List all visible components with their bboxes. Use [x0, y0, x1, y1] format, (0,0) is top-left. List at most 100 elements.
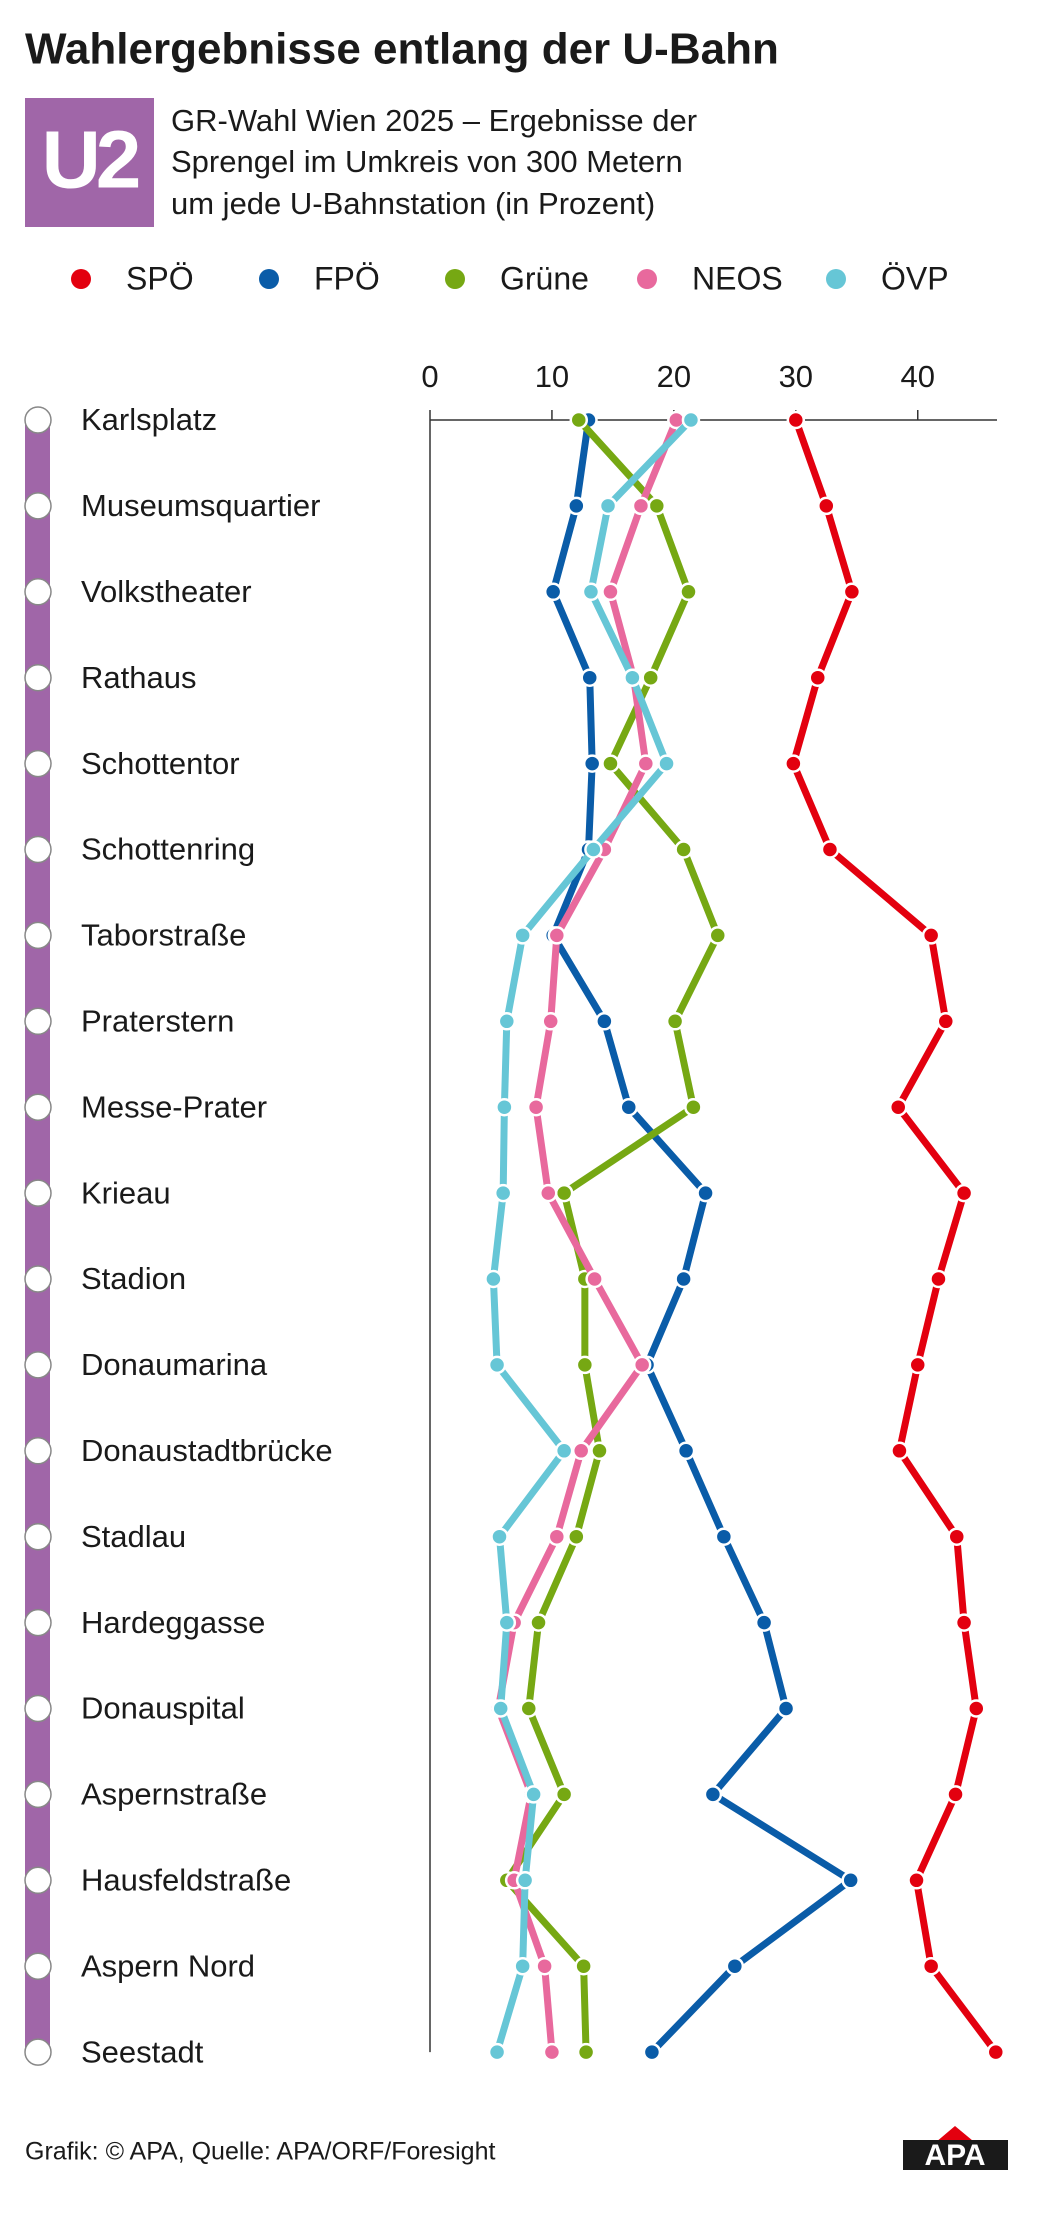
data-point	[495, 1097, 514, 1117]
data-point	[714, 1527, 734, 1546]
data-point	[590, 1441, 609, 1461]
station	[24, 1694, 52, 1723]
data-point	[632, 1355, 652, 1375]
station	[24, 578, 52, 606]
station-label: Rathaus	[81, 660, 196, 695]
data-point	[524, 1785, 543, 1804]
data-point	[947, 1527, 967, 1546]
data-point	[636, 754, 656, 773]
data-point	[674, 1269, 693, 1289]
data-point	[817, 496, 836, 516]
data-point	[541, 1012, 560, 1031]
data-point	[513, 926, 532, 945]
data-point	[786, 410, 806, 430]
data-point	[515, 1871, 535, 1890]
series-line	[549, 419, 855, 2055]
data-point	[679, 582, 698, 602]
legend-label: ÖVP	[881, 260, 949, 296]
station-label: Donaustadtbrücke	[81, 1433, 333, 1468]
series-line	[789, 418, 999, 2055]
legend-marker	[637, 269, 657, 289]
data-point	[581, 582, 601, 602]
station-label: Museumsquartier	[81, 488, 320, 523]
station	[24, 1608, 52, 1637]
data-point	[535, 1956, 554, 1976]
data-point	[921, 1956, 941, 1976]
brand-box	[903, 2140, 1008, 2170]
data-point	[554, 1183, 574, 1203]
data-point	[582, 754, 602, 773]
data-point	[725, 1956, 745, 1976]
data-point	[580, 668, 599, 687]
data-point	[487, 1355, 507, 1375]
data-point	[595, 1012, 614, 1031]
chart-title: Wahlergebnisse entlang der U-Bahn	[25, 25, 779, 74]
station-label: Stadion	[81, 1261, 186, 1296]
data-point	[493, 1183, 513, 1203]
subtitle: Sprengel im Umkreis von 300 Metern	[171, 144, 683, 179]
source: Grafik: © APA, Quelle: APA/ORF/Foresight	[25, 2138, 495, 2166]
data-point	[696, 1183, 715, 1203]
x-tick-label: 0	[421, 359, 438, 394]
data-point	[497, 1613, 517, 1632]
station	[24, 1265, 52, 1293]
data-point	[954, 1613, 974, 1632]
line-bar	[25, 420, 50, 2053]
data-point	[567, 1527, 586, 1546]
data-point	[529, 1613, 548, 1632]
station-label: Schottentor	[81, 746, 240, 781]
brand: APA	[924, 2139, 985, 2172]
station-label: Karlsplatz	[81, 402, 217, 437]
data-point	[908, 1355, 927, 1375]
data-point	[554, 1441, 574, 1461]
data-point	[967, 1699, 986, 1718]
station-label: Taborstraße	[81, 918, 246, 953]
data-point	[567, 496, 586, 516]
station-label: Hausfeldstraße	[81, 1862, 291, 1897]
legend-marker	[71, 269, 91, 289]
station-label: Praterstern	[81, 1003, 234, 1038]
data-point	[484, 1269, 503, 1289]
data-point	[708, 926, 728, 945]
station	[24, 1437, 52, 1465]
data-point	[543, 582, 563, 602]
data-point	[684, 1097, 703, 1117]
data-point	[547, 926, 567, 945]
station	[24, 663, 52, 692]
data-point	[888, 1097, 908, 1117]
data-point	[986, 2042, 1006, 2062]
data-point	[776, 1699, 796, 1718]
data-point	[657, 754, 676, 773]
station-label: Messe-Prater	[81, 1089, 267, 1124]
data-point	[929, 1269, 948, 1289]
x-tick-label: 10	[535, 359, 569, 394]
station-label: Krieau	[81, 1175, 171, 1210]
station	[24, 749, 52, 778]
x-tick-label: 20	[657, 359, 691, 394]
data-point	[642, 2042, 662, 2062]
logo-box	[25, 98, 154, 227]
subtitle: um jede U-Bahnstation (in Prozent)	[171, 186, 655, 221]
data-point	[842, 582, 862, 602]
data-point	[526, 1097, 546, 1117]
station-label: Volkstheater	[81, 574, 252, 609]
data-point	[519, 1699, 539, 1718]
data-point	[841, 1871, 860, 1890]
data-point	[631, 496, 651, 516]
station	[24, 1179, 52, 1207]
data-point	[601, 582, 620, 602]
station	[24, 406, 52, 434]
data-point	[784, 754, 803, 773]
data-point	[539, 1183, 558, 1203]
data-point	[820, 840, 840, 859]
x-tick-label: 30	[779, 359, 813, 394]
data-point	[575, 1355, 595, 1375]
station	[24, 492, 52, 520]
data-point	[890, 1441, 909, 1461]
data-point	[491, 1699, 510, 1718]
legend-marker	[259, 269, 279, 289]
data-point	[954, 1183, 974, 1203]
station-label: Stadlau	[81, 1519, 186, 1554]
data-point	[487, 2042, 507, 2062]
